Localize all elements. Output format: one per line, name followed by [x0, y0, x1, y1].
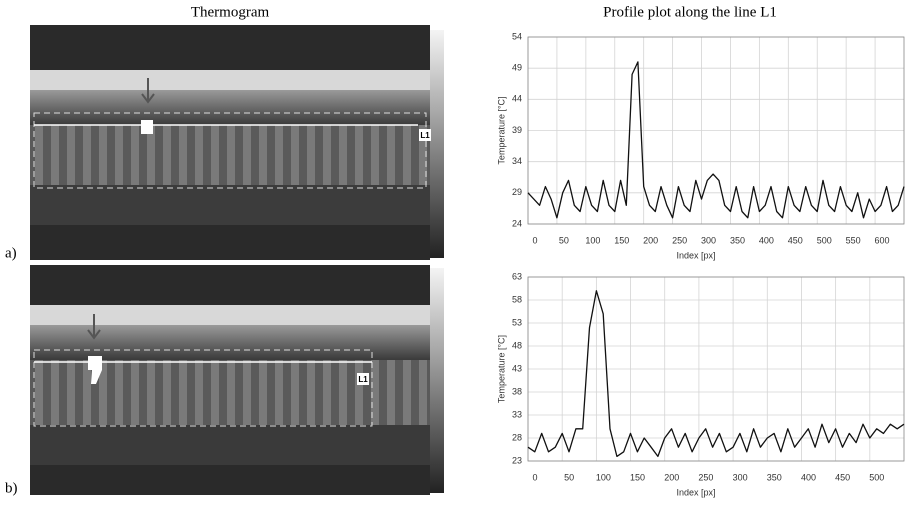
profile-line: [527, 290, 905, 458]
x-tick-label: 250: [672, 235, 687, 245]
x-tick-label: 400: [759, 235, 774, 245]
x-tick-label: 0: [532, 235, 537, 245]
y-axis-label: Temperature [°C]: [496, 335, 506, 403]
plot-frame: [527, 36, 905, 225]
panel-label: b): [5, 480, 18, 496]
x-tick-label: 50: [564, 472, 574, 482]
y-tick-label: 28: [512, 432, 522, 442]
y-tick-label: 44: [512, 94, 522, 104]
plot-frame: [527, 276, 905, 462]
x-tick-label: 400: [801, 472, 816, 482]
x-axis-label: Index [px]: [676, 250, 715, 260]
y-tick-label: 48: [512, 340, 522, 350]
heading: Profile plot along the line L1: [603, 4, 777, 20]
x-tick-label: 450: [835, 472, 850, 482]
x-tick-label: 300: [733, 472, 748, 482]
y-tick-label: 23: [512, 455, 522, 465]
y-tick-label: 38: [512, 386, 522, 396]
profile-line: [527, 61, 905, 219]
x-tick-label: 100: [585, 235, 600, 245]
x-tick-label: 350: [767, 472, 782, 482]
x-tick-label: 0: [532, 472, 537, 482]
y-tick-label: 24: [512, 218, 522, 228]
x-axis-label: Index [px]: [676, 487, 715, 497]
y-tick-label: 39: [512, 125, 522, 135]
y-tick-label: 49: [512, 63, 522, 73]
y-axis-label: Temperature [°C]: [496, 96, 506, 164]
thermogram: [30, 265, 444, 495]
x-tick-label: 200: [664, 472, 679, 482]
panel-label: a): [5, 245, 17, 261]
x-tick-label: 150: [614, 235, 629, 245]
x-tick-label: 350: [730, 235, 745, 245]
y-tick-label: 33: [512, 409, 522, 419]
y-tick-label: 54: [512, 31, 522, 41]
y-tick-label: 43: [512, 363, 522, 373]
y-tick-label: 29: [512, 187, 522, 197]
x-tick-label: 550: [846, 235, 861, 245]
line-label: L1: [358, 375, 368, 384]
heading: Thermogram: [191, 4, 270, 20]
y-tick-label: 53: [512, 317, 522, 327]
y-tick-label: 34: [512, 156, 522, 166]
y-tick-label: 58: [512, 294, 522, 304]
x-tick-label: 500: [869, 472, 884, 482]
x-tick-label: 200: [643, 235, 658, 245]
x-tick-label: 500: [817, 235, 832, 245]
x-tick-label: 250: [698, 472, 713, 482]
line-label: L1: [420, 131, 430, 140]
x-tick-label: 50: [559, 235, 569, 245]
x-tick-label: 600: [875, 235, 890, 245]
x-tick-label: 450: [788, 235, 803, 245]
thermogram: [30, 25, 444, 260]
y-tick-label: 63: [512, 271, 522, 281]
x-tick-label: 300: [701, 235, 716, 245]
x-tick-label: 100: [596, 472, 611, 482]
x-tick-label: 150: [630, 472, 645, 482]
